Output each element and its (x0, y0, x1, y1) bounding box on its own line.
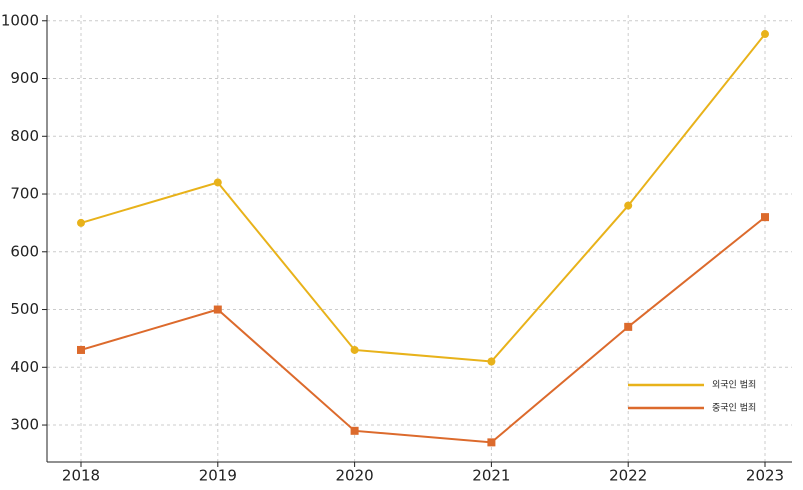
marker (624, 322, 633, 331)
marker (487, 357, 496, 366)
series-line (80, 216, 766, 444)
marker (77, 345, 85, 354)
y-tick-label: 600 (10, 242, 39, 260)
legend-label: 중국인 범죄 (712, 403, 756, 414)
marker (77, 218, 85, 227)
y-tick-label: 900 (10, 69, 39, 87)
y-tick-label: 800 (10, 127, 39, 145)
marker (213, 178, 222, 187)
x-tick-label: 2021 (472, 467, 510, 485)
y-tick-label: 500 (10, 300, 39, 318)
marker (761, 213, 769, 222)
y-tick-label: 400 (10, 358, 39, 376)
y-tick-label: 300 (10, 416, 39, 434)
x-tick-label: 2023 (746, 467, 784, 485)
marker (350, 345, 359, 354)
marker (350, 426, 359, 435)
x-tick-label: 2022 (609, 467, 647, 485)
marker (761, 30, 769, 39)
series-line (80, 33, 766, 363)
x-tick-label: 2018 (62, 467, 100, 485)
legend-label: 외국인 범죄 (712, 379, 756, 391)
marker (624, 201, 633, 210)
marker (487, 438, 496, 447)
x-tick-label: 2020 (336, 467, 374, 485)
marker (213, 305, 222, 314)
y-tick-label: 700 (10, 185, 39, 203)
y-tick-label: 1000 (1, 11, 39, 29)
x-tick-label: 2019 (199, 467, 237, 485)
